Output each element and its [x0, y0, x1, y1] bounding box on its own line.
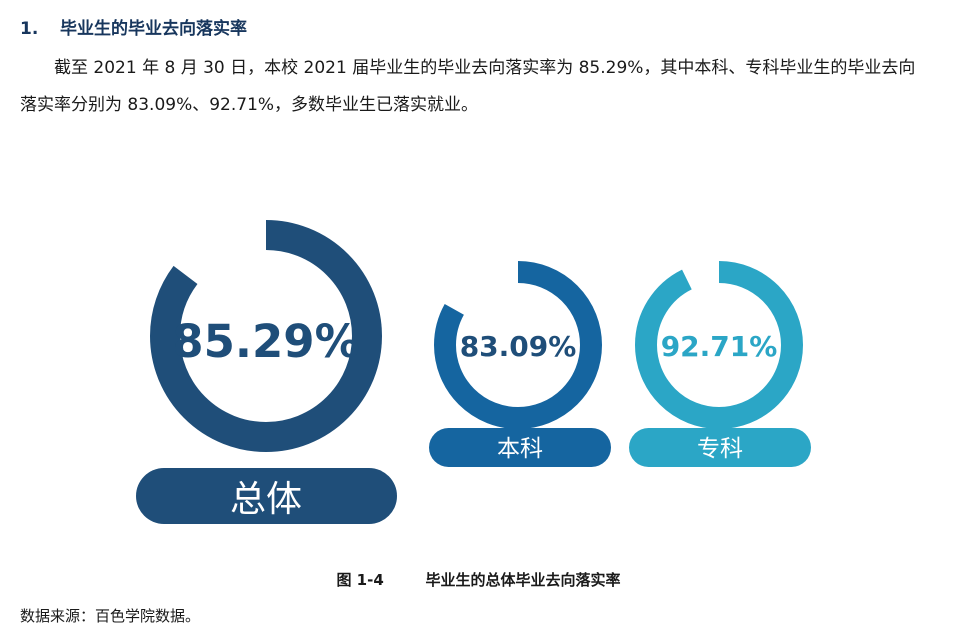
data-source-note: 数据来源：百色学院数据。: [20, 607, 201, 625]
body-paragraph: 截至 2021 年 8 月 30 日，本校 2021 届毕业生的毕业去向落实率为…: [20, 58, 916, 115]
donut-college-pill: [629, 428, 811, 467]
donut-undergrad-value: 83.09%: [460, 330, 577, 363]
donut-undergrad-pill: [429, 428, 611, 467]
figure-title: 毕业生的总体毕业去向落实率: [425, 571, 621, 589]
donut-undergrad: 83.09% 本科: [429, 261, 611, 467]
figure-number: 图 1-4: [336, 571, 384, 589]
donut-overall-value: 85.29%: [172, 315, 359, 368]
figure-caption: 图 1-4 毕业生的总体毕业去向落实率: [0, 569, 957, 590]
donut-overall-pill: [136, 468, 397, 524]
section-number: 1.: [20, 19, 39, 39]
donut-undergrad-label: 本科: [497, 436, 543, 462]
donut-overall-arc: [150, 220, 382, 452]
donut-college-value: 92.71%: [661, 330, 778, 363]
donut-college-label: 专科: [697, 436, 743, 462]
donut-college: 92.71% 专科: [629, 261, 811, 467]
donut-undergrad-arc: [434, 261, 602, 429]
donut-overall: 85.29% 总体: [136, 220, 397, 524]
donut-overall-label: 总体: [230, 479, 302, 520]
donut-chart: 85.29% 总体 83.09% 本科 92.71% 专科: [136, 220, 811, 524]
donut-college-arc: [635, 261, 803, 429]
section-title: 毕业生的毕业去向落实率: [60, 19, 247, 39]
section-heading: 1. 毕业生的毕业去向落实率: [20, 14, 247, 39]
